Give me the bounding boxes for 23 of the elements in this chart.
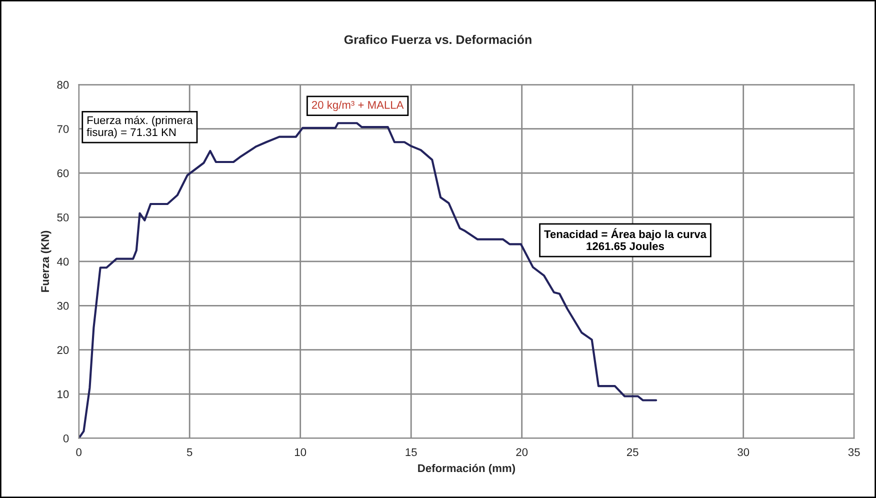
y-tick-label: 10 bbox=[58, 390, 69, 398]
y-tick-label: 20 bbox=[57, 346, 69, 354]
annotation: Fuerza máx. (primera fisura) = 71.31 KN bbox=[86, 116, 193, 138]
y-tick-label: 70 bbox=[57, 125, 69, 133]
x-tick-label: 20 bbox=[516, 448, 528, 456]
x-tick-label: 30 bbox=[738, 448, 750, 456]
x-tick-label: 15 bbox=[406, 448, 417, 456]
y-tick-label: 0 bbox=[63, 434, 69, 442]
chart-title: Grafico Fuerza vs. Deformación bbox=[344, 34, 532, 44]
y-tick-label: 40 bbox=[57, 258, 69, 266]
x-tick-label: 0 bbox=[76, 448, 82, 456]
y-tick-label: 50 bbox=[57, 214, 69, 222]
x-axis-title: Deformación (mm) bbox=[418, 464, 515, 474]
y-tick-label: 30 bbox=[57, 302, 69, 310]
x-tick-label: 5 bbox=[186, 448, 192, 456]
annotation: 20 kg/m³ + MALLA bbox=[312, 100, 404, 112]
y-tick-label: 60 bbox=[57, 169, 69, 178]
x-tick-label: 35 bbox=[848, 448, 860, 456]
x-tick-label: 10 bbox=[295, 448, 306, 456]
y-tick-label: 80 bbox=[57, 80, 69, 89]
y-axis-title: Fuerza (KN) bbox=[40, 230, 52, 292]
annotation: Tenacidad = Área bajo la curva 1261.65 Joules bbox=[544, 228, 707, 250]
x-tick-label: 25 bbox=[626, 448, 638, 456]
